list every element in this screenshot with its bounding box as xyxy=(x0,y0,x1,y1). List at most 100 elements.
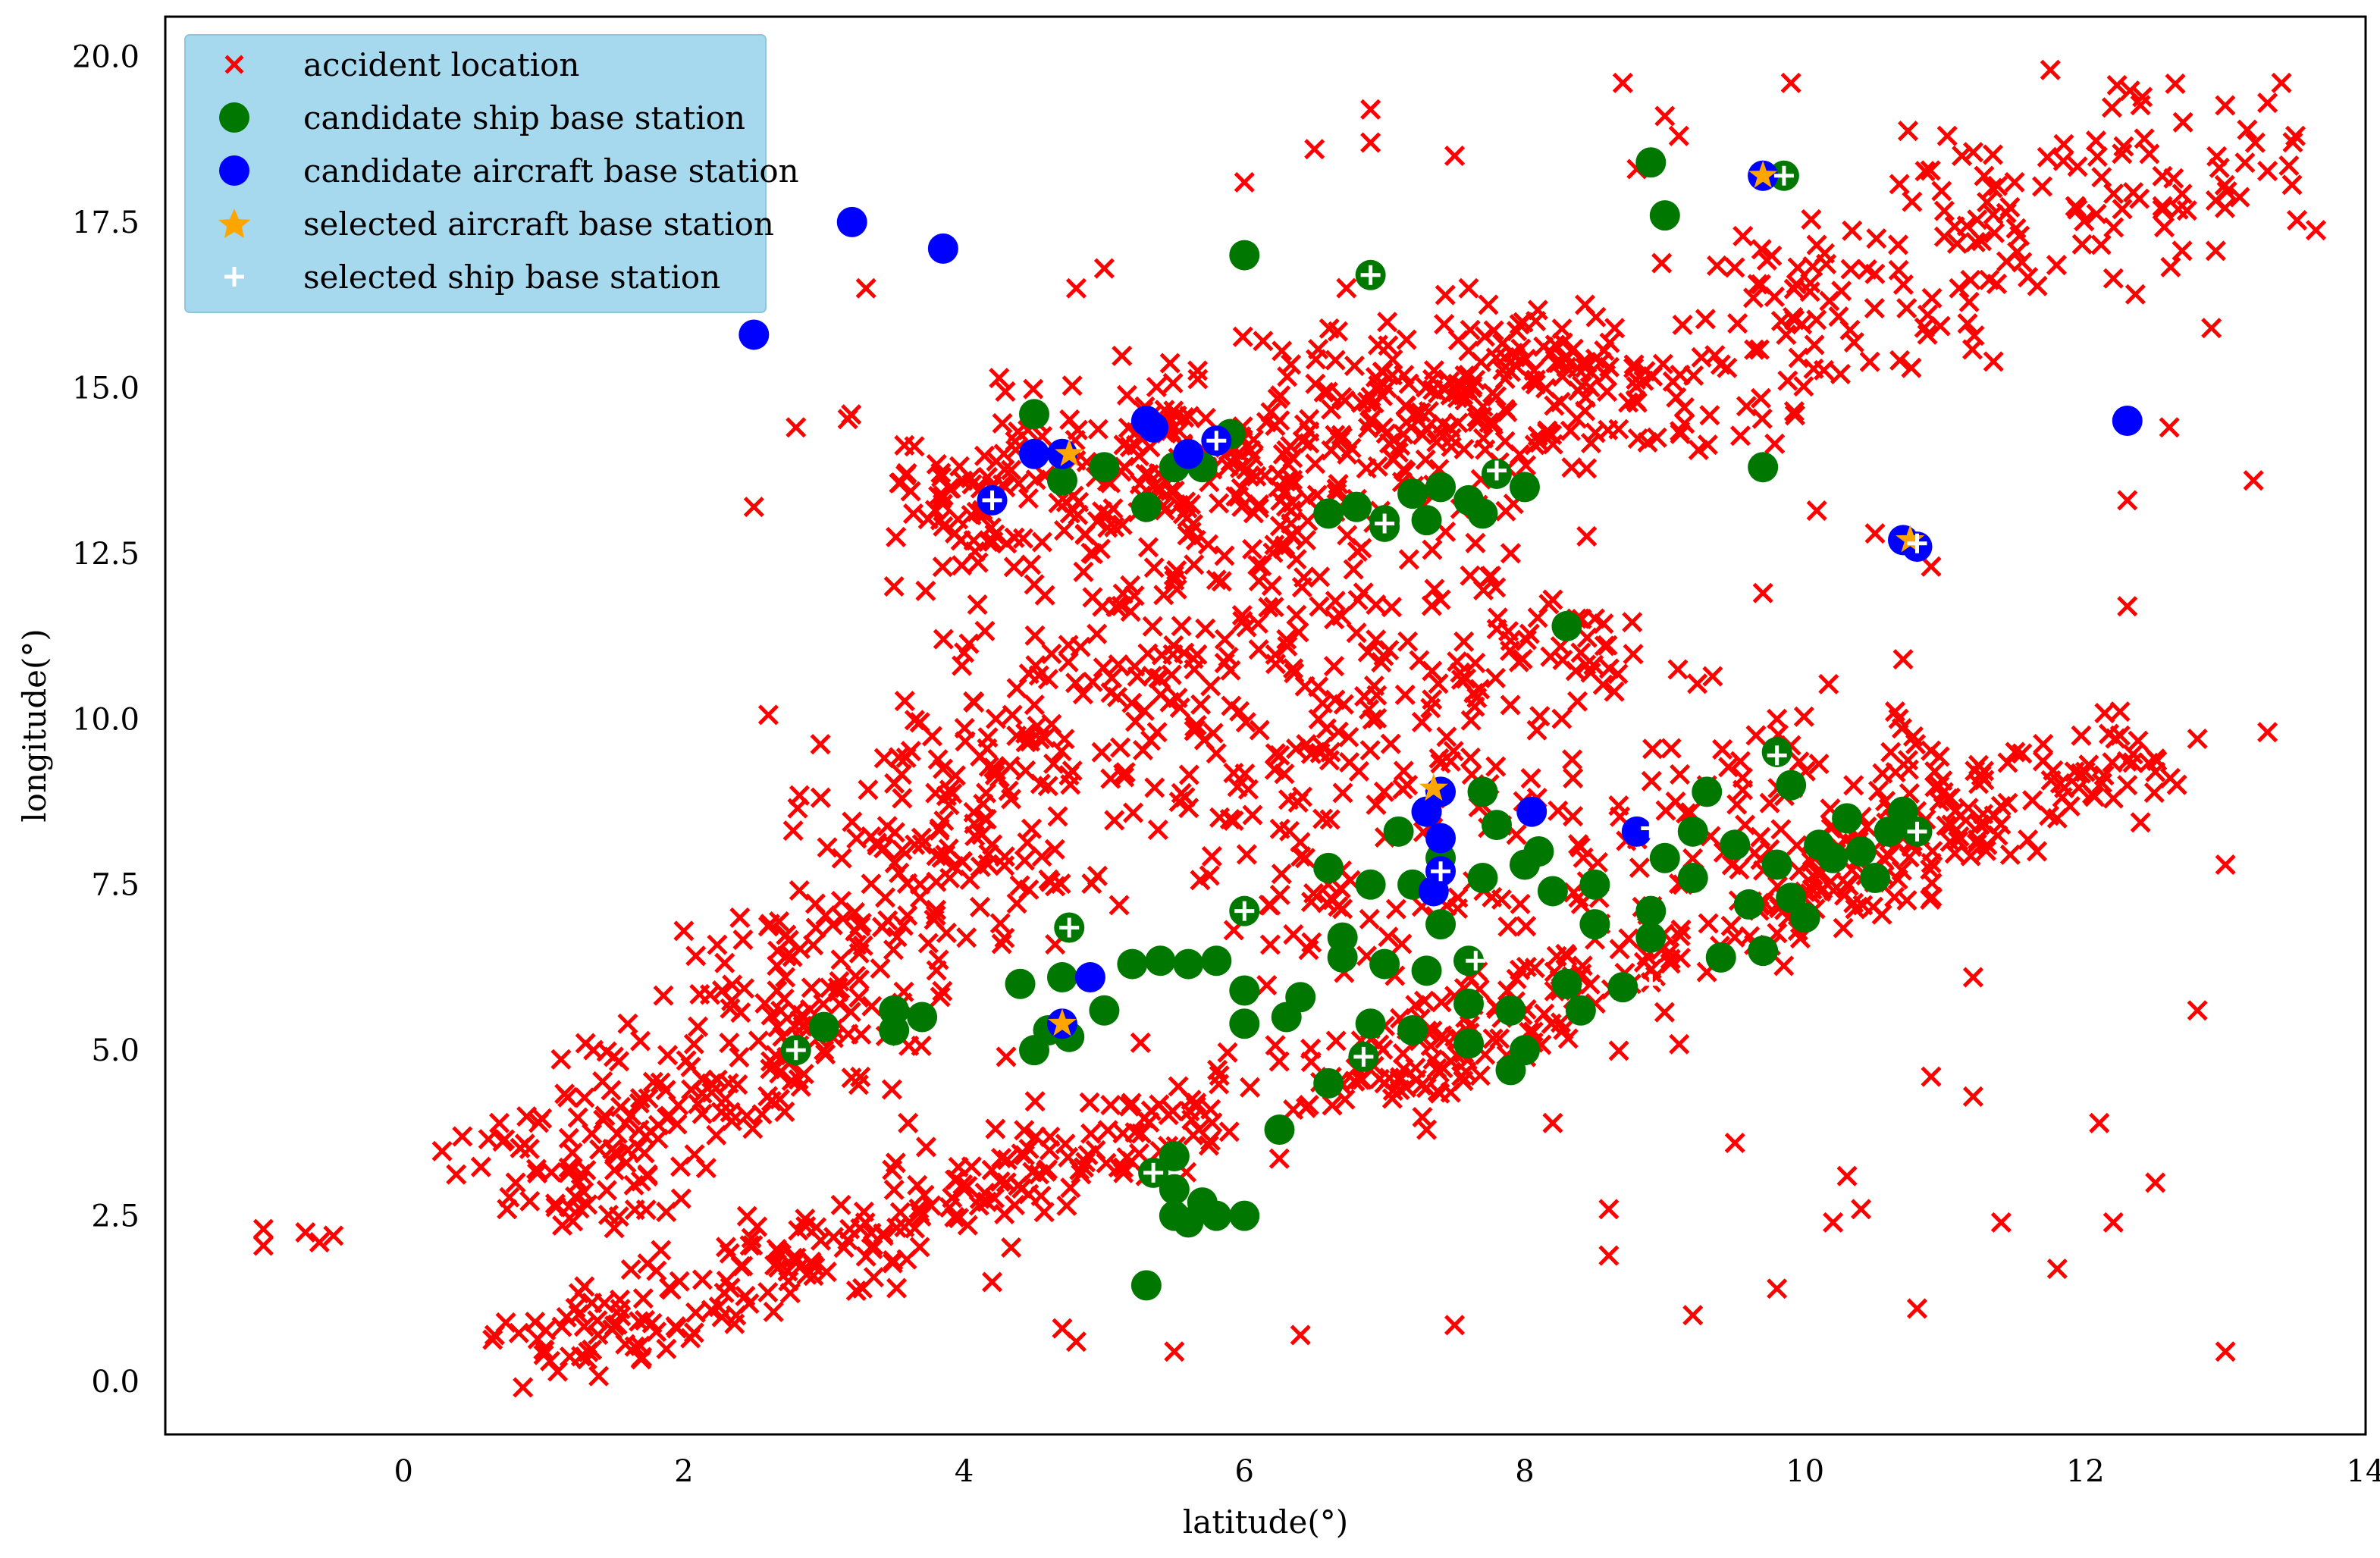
accident-point xyxy=(1308,709,1329,730)
accident-point xyxy=(1666,387,1687,408)
accident-point xyxy=(1112,583,1134,604)
accident-point xyxy=(1776,324,1797,346)
accident-point xyxy=(513,1377,534,1398)
candidate-ship-point xyxy=(1817,842,1848,873)
accident-point xyxy=(1859,351,1880,372)
accident-point xyxy=(894,434,915,456)
accident-point xyxy=(1236,616,1257,638)
accident-point xyxy=(1115,762,1136,783)
accident-point xyxy=(1009,875,1030,896)
accident-point xyxy=(706,1124,727,1146)
accident-point xyxy=(1576,458,1598,479)
accident-point xyxy=(932,556,953,578)
accident-point xyxy=(1163,635,1184,656)
accident-point xyxy=(1174,642,1195,663)
accident-point xyxy=(977,727,999,748)
accident-point xyxy=(877,910,898,931)
accident-point xyxy=(1573,351,1594,372)
candidate-ship-point xyxy=(1425,909,1457,940)
accident-point xyxy=(1562,806,1584,827)
accident-point xyxy=(1058,765,1080,786)
accident-point xyxy=(1550,391,1571,412)
accident-point xyxy=(1598,658,1620,679)
selected-ship-point xyxy=(1466,951,1486,971)
accident-point xyxy=(930,462,952,484)
accident-point xyxy=(830,1194,851,1215)
accident-point xyxy=(976,809,997,830)
accident-point xyxy=(608,1206,629,1227)
accident-point xyxy=(830,890,852,912)
accident-point xyxy=(1806,309,1827,331)
accident-point xyxy=(1031,531,1052,553)
accident-point xyxy=(1024,1091,1046,1112)
accident-point xyxy=(1516,916,1537,937)
accident-point xyxy=(629,1088,651,1109)
accident-point xyxy=(1394,684,1416,705)
accident-point xyxy=(1330,878,1351,899)
accident-point xyxy=(1833,917,1854,939)
accident-point xyxy=(1322,1095,1343,1116)
accident-point xyxy=(1465,652,1486,673)
accident-point xyxy=(1357,641,1378,663)
accident-point xyxy=(1545,353,1566,374)
accident-point xyxy=(1206,743,1227,764)
accident-point xyxy=(2065,196,2087,218)
accident-point xyxy=(1134,700,1155,722)
accident-point xyxy=(1977,192,1998,213)
x-tick-label: 4 xyxy=(955,1454,974,1489)
accident-point xyxy=(896,1249,917,1270)
accident-point xyxy=(1043,753,1065,774)
candidate-aircraft-point xyxy=(1621,816,1652,847)
accident-point xyxy=(1348,760,1369,782)
accident-point xyxy=(736,1105,757,1127)
accident-point xyxy=(1075,1152,1096,1173)
accident-point xyxy=(1422,539,1443,560)
candidate-ship-point xyxy=(1677,862,1708,893)
accident-point xyxy=(525,1158,547,1180)
accident-point xyxy=(446,1164,467,1185)
accident-point xyxy=(849,914,870,936)
accident-point xyxy=(1986,175,2008,196)
accident-point xyxy=(615,1113,636,1134)
x-tick-label: 6 xyxy=(1235,1454,1254,1489)
accident-point xyxy=(1629,857,1650,879)
accident-point xyxy=(1112,1123,1134,1144)
accident-point xyxy=(870,958,891,980)
accident-point xyxy=(983,757,1005,779)
accident-point xyxy=(1780,72,1801,93)
accident-point xyxy=(1168,421,1190,442)
accident-point xyxy=(641,1312,663,1334)
accident-point xyxy=(470,1156,491,1177)
candidate-ship-point xyxy=(1748,452,1779,483)
accident-point xyxy=(855,277,876,299)
accident-point xyxy=(1646,427,1667,448)
accident-point xyxy=(926,960,947,981)
accident-point xyxy=(527,1162,548,1184)
accident-point xyxy=(716,1270,737,1291)
accident-point xyxy=(1065,1331,1087,1353)
accident-point xyxy=(1789,751,1810,773)
accident-point xyxy=(1347,590,1369,611)
accident-point xyxy=(1181,1109,1203,1130)
accident-point xyxy=(1116,384,1137,406)
accident-point xyxy=(2152,196,2173,217)
accident-point xyxy=(773,988,795,1009)
accident-point xyxy=(594,1293,615,1314)
accident-point xyxy=(1017,832,1038,853)
accident-point xyxy=(980,517,1002,538)
accident-point xyxy=(1072,684,1093,705)
accident-point xyxy=(894,691,915,712)
accident-point xyxy=(1113,434,1134,456)
accident-point xyxy=(1281,354,1302,375)
accident-point xyxy=(1726,794,1748,815)
accident-point xyxy=(1372,362,1394,383)
accident-point xyxy=(1274,763,1295,785)
accident-point xyxy=(884,822,905,843)
accident-point xyxy=(1410,402,1431,423)
selected-ship-point xyxy=(1767,745,1787,766)
accident-point xyxy=(1864,523,1886,544)
accident-point xyxy=(1920,160,1941,181)
candidate-ship-point xyxy=(1089,452,1120,483)
candidate-aircraft-point xyxy=(1425,823,1457,854)
